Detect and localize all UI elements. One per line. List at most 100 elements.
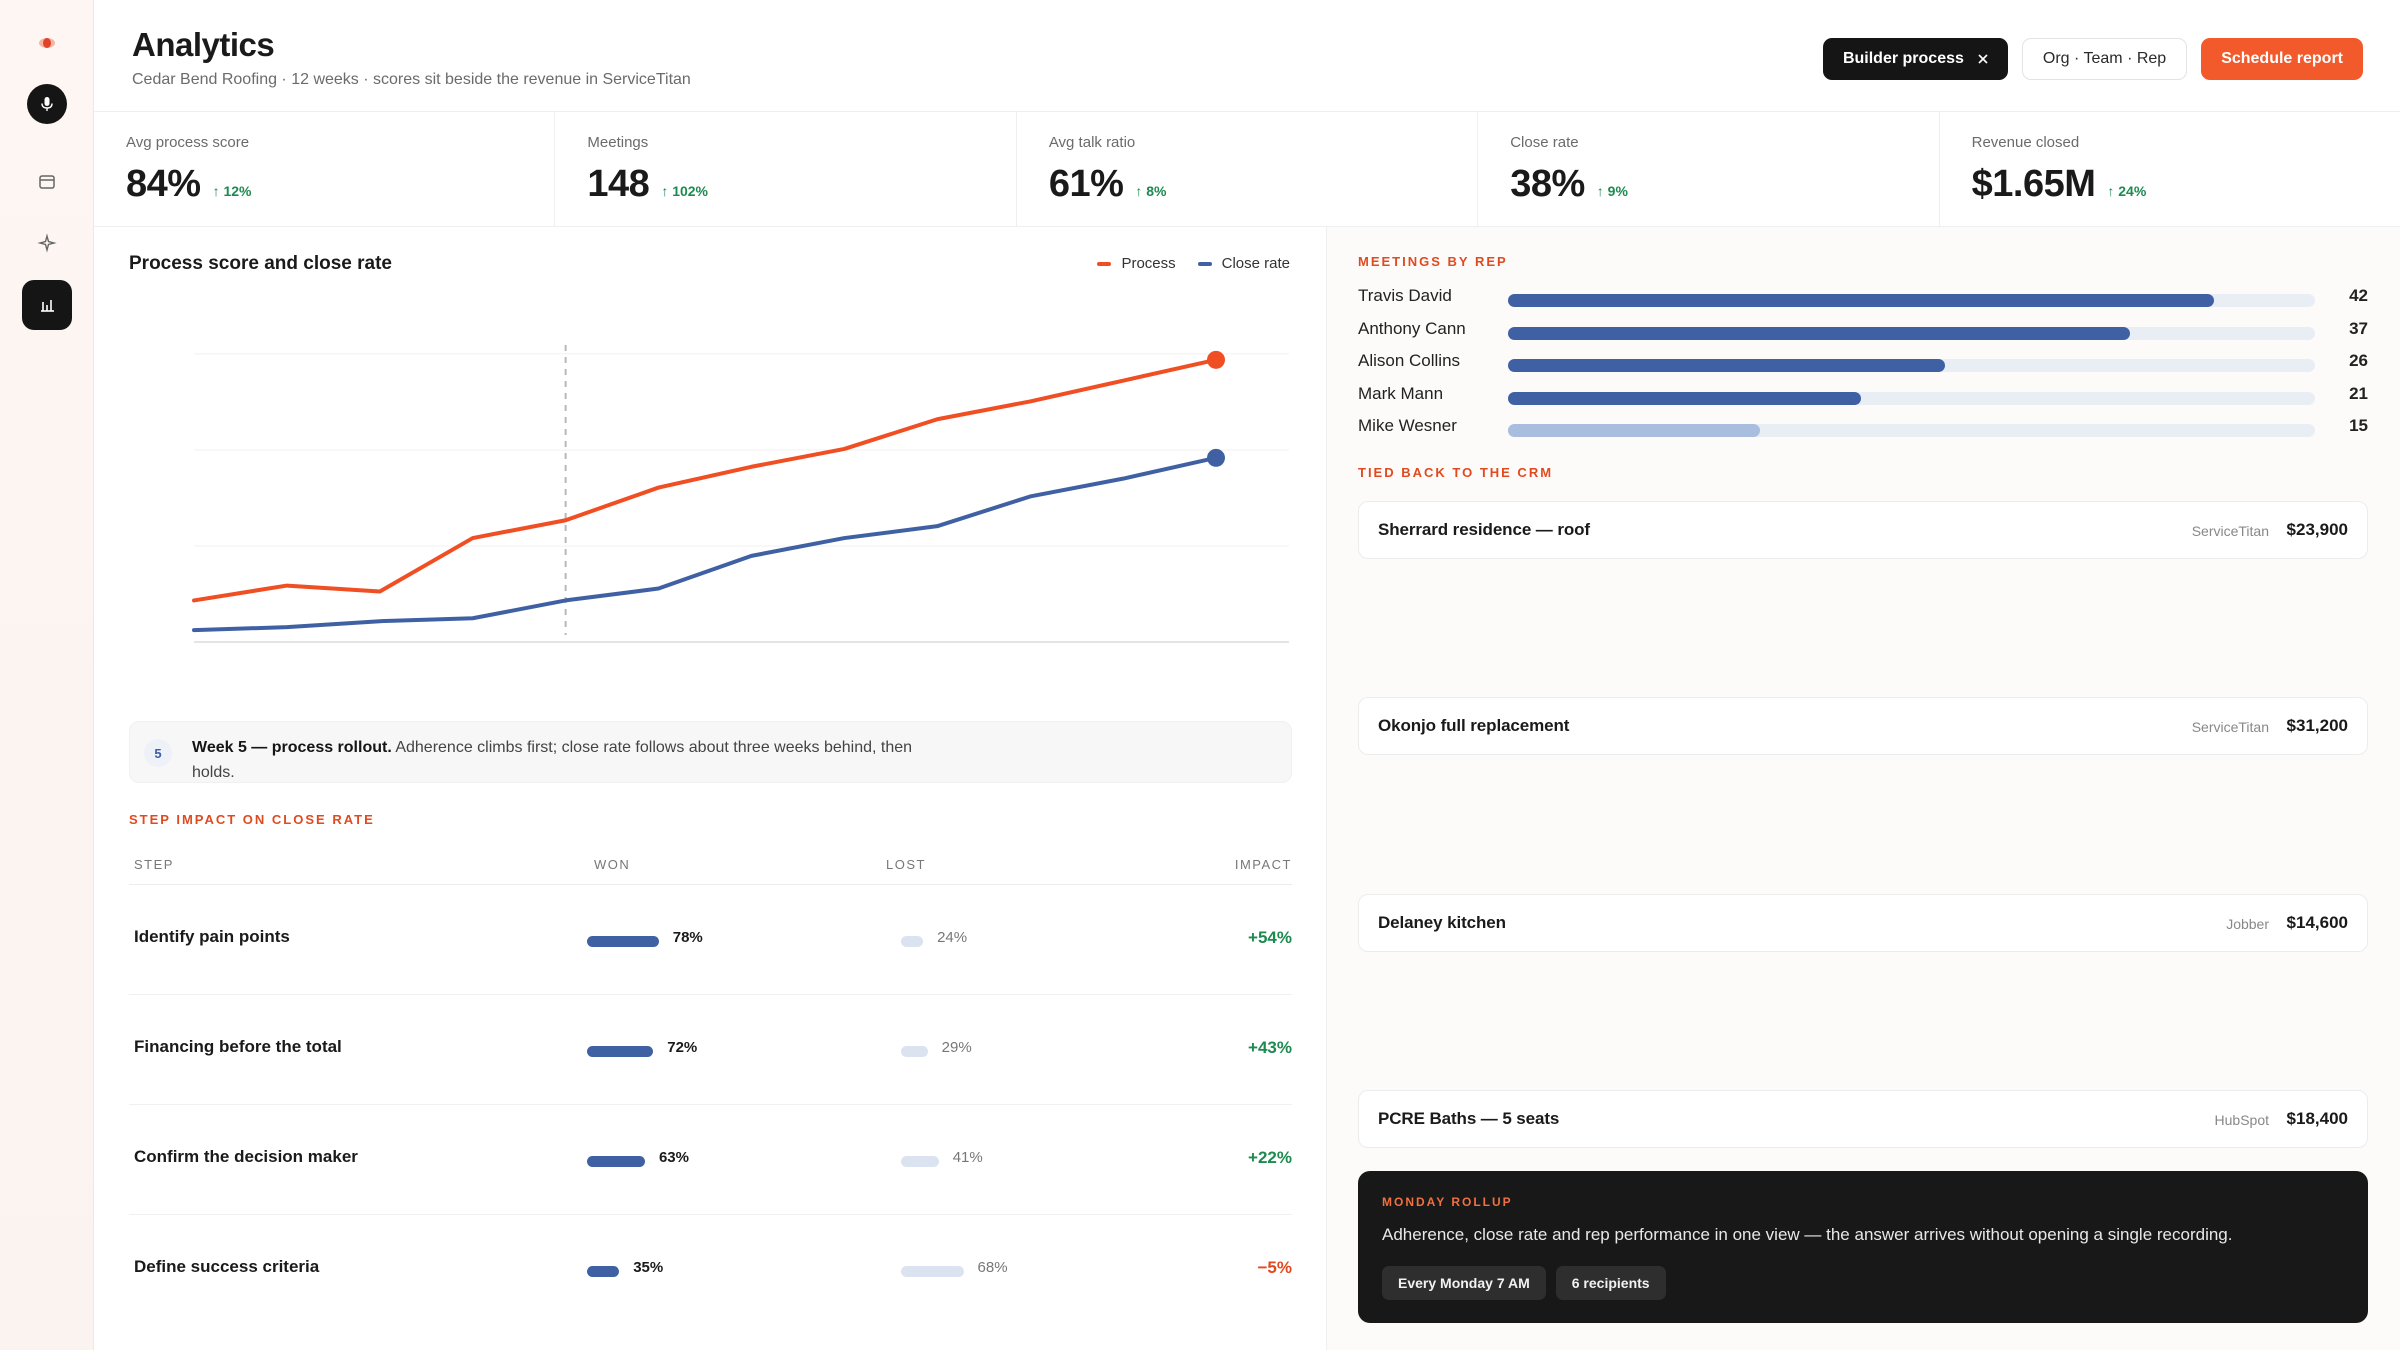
builder-process-chip[interactable]: Builder process — [1822, 38, 2008, 80]
rep-name: Mark Mann — [1358, 383, 1444, 403]
stat-label: Avg process score — [126, 134, 250, 151]
monday-rollup-card: MONDAY ROLLUP Adherence, close rate and … — [1358, 1171, 2368, 1323]
rep-row[interactable]: Alison Collins 26 — [1358, 346, 2368, 378]
won-bar — [587, 936, 659, 947]
impact-value: +54% — [1248, 928, 1292, 947]
annotation-body: Adherence climbs first; close rate follo… — [192, 739, 913, 781]
rep-name: Travis David — [1358, 286, 1452, 305]
crm-deal-card[interactable]: Okonjo full replacement ServiceTitan $31,2… — [1358, 697, 2368, 755]
stat-value: 61% — [1048, 163, 1124, 205]
sidebar — [0, 0, 94, 1350]
rep-bar-fill — [1508, 391, 1862, 405]
rep-count: 26 — [2349, 351, 2368, 370]
stat-delta: ↑ 12% — [212, 183, 252, 199]
rep-row[interactable]: Travis David 42 — [1358, 281, 2368, 313]
stat-value: $1.65M — [1971, 163, 2096, 205]
rep-bar-track — [1508, 391, 2315, 405]
lost-bar — [901, 936, 924, 947]
stats-bar: Avg process score 84% ↑ 12% Meetings 148 ↑… — [94, 112, 2400, 227]
rep-count: 37 — [2349, 318, 2368, 338]
close-icon[interactable] — [1978, 54, 1988, 64]
stat-label: Close rate — [1510, 134, 1579, 151]
chart-legend: Process Close rate — [1097, 255, 1290, 272]
deal-source: Jobber — [2226, 916, 2269, 932]
table-row: Financing before the total 72% 29% +43% — [129, 995, 1292, 1105]
rep-count: 15 — [2349, 416, 2368, 435]
logo-icon[interactable] — [34, 30, 60, 56]
scope-selector[interactable]: Org · Team · Rep — [2021, 38, 2188, 80]
rep-bar-track — [1508, 359, 2315, 372]
legend-item-process: Process — [1097, 255, 1176, 272]
deal-amount: $23,900 — [2286, 520, 2348, 539]
deal-name: Sherrard residence — roof — [1378, 520, 1590, 539]
crm-deal-card[interactable]: Delaney kitchen Jobber $14,600 — [1358, 894, 2368, 952]
lost-value: 29% — [941, 1039, 972, 1056]
lost-bar — [901, 1266, 964, 1277]
step-name: Identify pain points — [134, 927, 290, 946]
deal-source: ServiceTitan — [2191, 523, 2269, 539]
stat-close-rate: Close rate 38% ↑ 9% — [1478, 112, 1940, 226]
series-end-point — [1207, 448, 1225, 467]
stat-value: 148 — [587, 163, 650, 205]
builder-process-label: Builder process — [1842, 50, 1964, 67]
rep-row[interactable]: Mark Mann 21 — [1358, 379, 2368, 411]
deal-amount: $31,200 — [2286, 716, 2348, 735]
calendar-icon[interactable] — [22, 157, 72, 207]
page-subtitle: Cedar Bend Roofing · 12 weeks · scores s… — [132, 71, 691, 88]
stat-label: Avg talk ratio — [1048, 134, 1136, 151]
step-name: Confirm the decision maker — [134, 1147, 358, 1166]
impact-value: +43% — [1248, 1038, 1292, 1057]
microphone-icon[interactable] — [27, 84, 67, 124]
deal-name: Delaney kitchen — [1378, 913, 1506, 932]
rep-bar-fill — [1508, 424, 1761, 437]
rep-bar-fill — [1508, 359, 1946, 372]
step-impact-label: STEP IMPACT ON CLOSE RATE — [129, 812, 375, 827]
stat-revenue-closed: Revenue closed $1.65M ↑ 24% — [1940, 112, 2400, 226]
header-lost: LOST — [886, 857, 926, 872]
rep-bar-fill — [1508, 326, 2131, 340]
rep-bar-fill — [1508, 294, 2215, 307]
stat-avg-process-score: Avg process score 84% ↑ 12% — [94, 112, 556, 226]
step-name: Define success criteria — [134, 1257, 320, 1276]
schedule-tag[interactable]: Every Monday 7 AM — [1382, 1266, 1546, 1300]
page-title: Analytics — [132, 26, 275, 63]
table-row: Confirm the decision maker 63% 41% +22% — [129, 1105, 1292, 1215]
rep-row[interactable]: Anthony Cann 37 — [1358, 314, 2368, 346]
table-row: Define success criteria 35% 68% −5% — [129, 1215, 1292, 1325]
schedule-report-button[interactable]: Schedule report — [2201, 38, 2363, 80]
won-bar — [587, 1266, 620, 1277]
rep-row[interactable]: Mike Wesner 15 — [1358, 411, 2368, 443]
step-name: Financing before the total — [134, 1037, 342, 1056]
left-panel: Process score and close rate Process Clo… — [94, 227, 1327, 1350]
legend-item-close-rate: Close rate — [1197, 255, 1290, 272]
stat-delta: ↑ 9% — [1596, 183, 1628, 199]
stat-meetings: Meetings 148 ↑ 102% — [555, 112, 1017, 226]
crm-deal-card[interactable]: Sherrard residence — roof ServiceTitan $23… — [1358, 501, 2368, 559]
series-line-process — [192, 357, 1218, 603]
legend-swatch — [1197, 261, 1212, 266]
impact-value: +22% — [1248, 1148, 1292, 1167]
rep-bar-track — [1508, 424, 2315, 437]
chart-icon[interactable] — [22, 280, 72, 330]
legend-label: Close rate — [1221, 255, 1290, 272]
sparkle-icon[interactable] — [22, 218, 72, 268]
stat-label: Meetings — [587, 134, 649, 151]
lost-bar — [901, 1156, 939, 1167]
annotation-callout: 5 Week 5 — process rollout. Adherence cl… — [129, 721, 1292, 783]
deal-amount: $14,600 — [2286, 913, 2348, 932]
step-impact-table: STEP WON LOST IMPACT Identify pain point… — [129, 849, 1292, 1325]
recipients-tag[interactable]: 6 recipients — [1555, 1266, 1666, 1300]
rollup-text: Adherence, close rate and rep performanc… — [1382, 1225, 2233, 1244]
crm-label: TIED BACK TO THE CRM — [1358, 465, 1554, 480]
rollup-tags: Every Monday 7 AM 6 recipients — [1382, 1266, 1666, 1300]
rep-name: Mike Wesner — [1358, 416, 1457, 435]
rep-count: 21 — [2349, 383, 2368, 403]
stat-avg-talk-ratio: Avg talk ratio 61% ↑ 8% — [1017, 112, 1479, 226]
won-value: 35% — [633, 1259, 664, 1276]
legend-label: Process — [1121, 255, 1176, 272]
right-panel: MEETINGS BY REP Travis David 42 Anthony Ca… — [1327, 227, 2400, 1350]
rep-bar-track — [1508, 294, 2315, 307]
crm-deal-card[interactable]: PCRE Baths — 5 seats HubSpot $18,400 — [1358, 1090, 2368, 1148]
meetings-by-rep-label: MEETINGS BY REP — [1358, 254, 1508, 269]
annotation-text: Week 5 — process rollout. Adherence clim… — [192, 735, 932, 785]
